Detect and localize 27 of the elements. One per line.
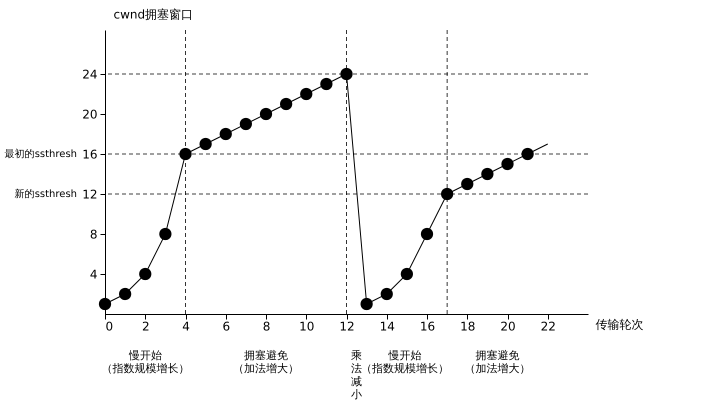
y-tick-label: 4: [90, 268, 98, 282]
text: 慢开始（指数规模增长）: [360, 349, 449, 375]
x-tick-label: 6: [222, 320, 230, 334]
y-axis-title: cwnd拥塞窗口: [114, 8, 194, 22]
x-tick-label: 0: [106, 320, 114, 334]
y-tick-label: 16: [82, 148, 98, 162]
x-axis-title: 传输轮次: [596, 318, 644, 332]
x-tick-label: 4: [182, 320, 190, 334]
x-tick-label: 18: [460, 320, 476, 334]
y-tick-label: 24: [82, 68, 98, 82]
x-tick-label: 22: [540, 320, 556, 334]
x-tick-label: 14: [380, 320, 395, 334]
x-tick-label: 12: [339, 320, 355, 334]
x-tick-label: 16: [420, 320, 436, 334]
text: 拥塞避免（加法增大）: [464, 349, 530, 375]
y-tick-label: 12: [82, 188, 98, 202]
x-tick-label: 2: [142, 320, 150, 334]
x-tick-label: 20: [500, 320, 516, 334]
ref-line-label: 新的ssthresh: [14, 188, 77, 200]
y-tick-label: 8: [90, 228, 98, 242]
text: 慢开始（指数规模增长）: [101, 349, 190, 375]
x-tick-label: 10: [299, 320, 314, 334]
text: 乘法减小: [351, 349, 362, 401]
y-tick-label: 20: [82, 108, 98, 122]
text: 拥塞避免（加法增大）: [233, 349, 299, 375]
x-tick-label: 8: [262, 320, 270, 334]
ref-line-label: 最初的ssthresh: [4, 148, 77, 160]
